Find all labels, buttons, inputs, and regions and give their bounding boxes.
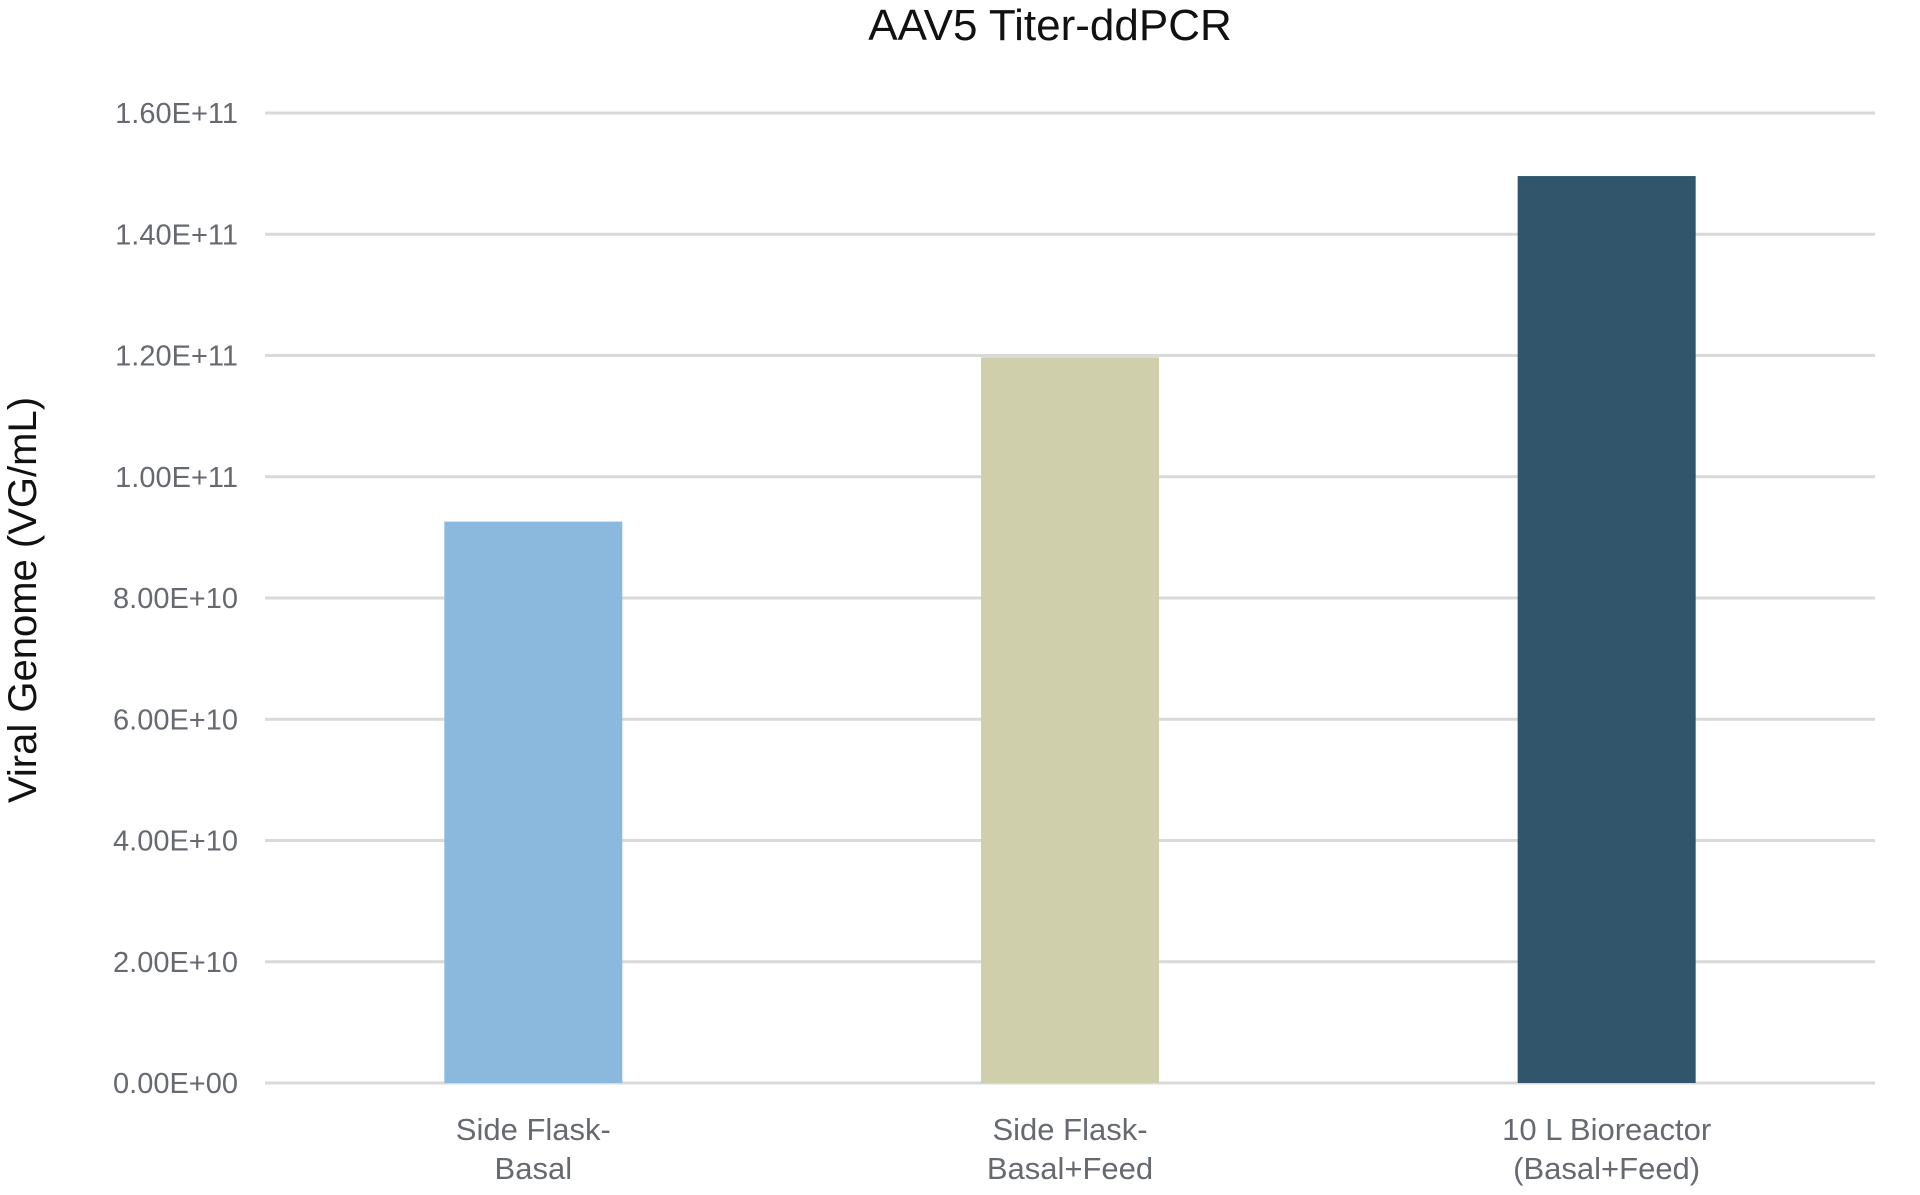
x-category-label-line: 10 L Bioreactor: [1502, 1112, 1711, 1147]
y-tick-label: 6.00E+10: [113, 704, 238, 736]
x-category-label-line: Side Flask-: [992, 1112, 1147, 1147]
x-category-label: Side Flask- Basal: [456, 1112, 611, 1186]
y-tick-label: 1.60E+11: [115, 98, 238, 130]
y-tick-label: 4.00E+10: [113, 826, 238, 858]
y-tick-label: 8.00E+10: [113, 583, 238, 615]
bar: [444, 521, 623, 1083]
y-axis-title: Viral Genome (VG/mL): [1, 397, 45, 803]
bar: [981, 357, 1159, 1084]
y-tick-label: 2.00E+10: [113, 947, 238, 979]
x-category-label: Side Flask- Basal+Feed: [987, 1112, 1153, 1186]
x-axis-categories: Side Flask- Basal Side Flask- Basal+Feed 10 …: [456, 1112, 1711, 1186]
y-tick-label: 1.00E+11: [115, 462, 238, 494]
chart-title: AAV5 Titer-ddPCR: [868, 1, 1232, 50]
x-category-label-line: Basal+Feed: [987, 1151, 1153, 1186]
x-category-label-line: (Basal+Feed): [1513, 1151, 1700, 1186]
y-tick-label: 1.20E+11: [115, 341, 238, 373]
x-category-label-line: Side Flask-: [456, 1112, 611, 1147]
y-tick-label: 1.40E+11: [115, 219, 238, 251]
y-tick-label: 0.00E+00: [113, 1068, 238, 1100]
bars: [444, 176, 1696, 1084]
x-category-label: 10 L Bioreactor (Basal+Feed): [1502, 1112, 1711, 1186]
x-category-label-line: Basal: [495, 1151, 573, 1186]
bar: [1517, 176, 1696, 1084]
y-axis-ticks: 0.00E+00 2.00E+10 4.00E+10 6.00E+10 8.00E+10…: [113, 98, 238, 1100]
